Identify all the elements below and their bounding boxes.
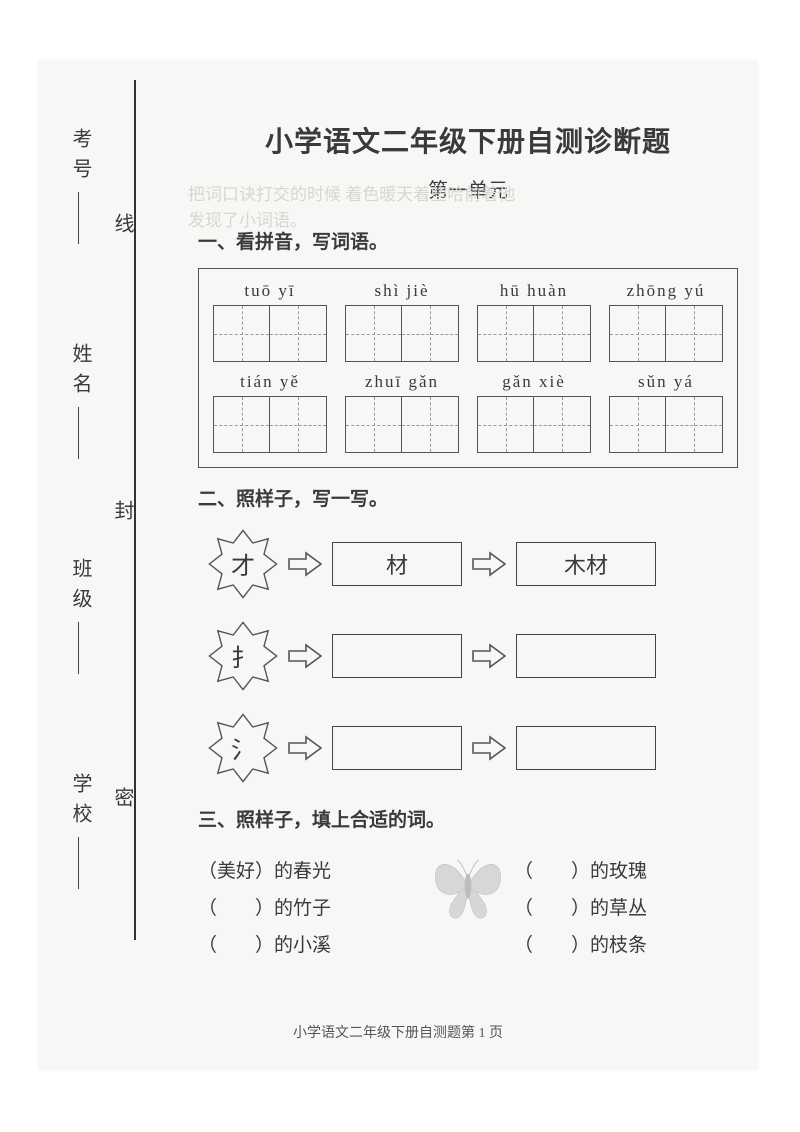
section1-box: tuō yī shì jiè hū huàn zhōng yú bbox=[198, 268, 738, 468]
section2-heading: 二、照样子，写一写。 bbox=[198, 484, 738, 511]
seed-char: 氵 bbox=[231, 730, 255, 765]
tianzige-pair bbox=[345, 396, 459, 453]
answer-box-mid: 材 bbox=[332, 542, 462, 586]
tianzige-pair bbox=[477, 396, 591, 453]
answer-box-end bbox=[516, 634, 656, 678]
pinyin-text: tián yě bbox=[213, 372, 327, 392]
tianzige-pair bbox=[213, 396, 327, 453]
section3-heading: 三、照样子，填上合适的词。 bbox=[198, 805, 738, 832]
fill-tail: 的竹子 bbox=[274, 898, 331, 919]
arrow-right-icon bbox=[288, 643, 322, 669]
arrow-right-icon bbox=[472, 735, 506, 761]
page-subtitle: 第一单元 bbox=[198, 174, 738, 203]
tianzige-pair bbox=[477, 305, 591, 362]
fill-value: 美好 bbox=[217, 861, 255, 882]
butterfly-icon bbox=[430, 852, 506, 926]
pinyin-text: hū huàn bbox=[477, 281, 591, 301]
pinyin-item: gǎn xiè bbox=[477, 372, 591, 453]
fill-tail: 的枝条 bbox=[590, 935, 647, 956]
fill-tail: 的玫瑰 bbox=[590, 861, 647, 882]
tianzige-pair bbox=[345, 305, 459, 362]
fill-line: （ ）的玫瑰 bbox=[514, 856, 738, 883]
pinyin-text: zhōng yú bbox=[609, 281, 723, 301]
section3-body: （美好）的春光 （ ）的竹子 （ ）的小溪 bbox=[198, 846, 738, 967]
seed-char: 扌 bbox=[231, 638, 255, 673]
fill-line: （美好）的春光 bbox=[198, 856, 422, 883]
fill-tail: 的春光 bbox=[274, 861, 331, 882]
section2-row: 才 材 木材 bbox=[208, 529, 738, 599]
pinyin-text: sǔn yá bbox=[609, 372, 723, 392]
pinyin-row: tuō yī shì jiè hū huàn zhōng yú bbox=[213, 281, 723, 362]
star-shape: 才 bbox=[208, 529, 278, 599]
answer-box-mid bbox=[332, 634, 462, 678]
pinyin-text: shì jiè bbox=[345, 281, 459, 301]
seed-char: 才 bbox=[231, 546, 255, 581]
tianzige-pair bbox=[609, 305, 723, 362]
pinyin-text: gǎn xiè bbox=[477, 372, 591, 392]
fill-line: （ ）的竹子 bbox=[198, 893, 422, 920]
page-title: 小学语文二年级下册自测诊断题 bbox=[198, 120, 738, 160]
section1-heading: 一、看拼音，写词语。 bbox=[198, 227, 738, 254]
star-shape: 扌 bbox=[208, 621, 278, 691]
pinyin-item: zhōng yú bbox=[609, 281, 723, 362]
answer-box-mid bbox=[332, 726, 462, 770]
pinyin-item: tián yě bbox=[213, 372, 327, 453]
fill-tail: 的小溪 bbox=[274, 935, 331, 956]
pinyin-item: sǔn yá bbox=[609, 372, 723, 453]
section3-right-col: （ ）的玫瑰 （ ）的草丛 （ ）的枝条 bbox=[514, 846, 738, 967]
star-shape: 氵 bbox=[208, 713, 278, 783]
pinyin-item: hū huàn bbox=[477, 281, 591, 362]
page-content: 把词口诀打交的时候 着色暖天着些哈前着他 发现了小词语。 小学语文二年级下册自测… bbox=[38, 60, 758, 1070]
arrow-right-icon bbox=[288, 551, 322, 577]
answer-box-end bbox=[516, 726, 656, 770]
section2-row: 氵 bbox=[208, 713, 738, 783]
fill-line: （ ）的枝条 bbox=[514, 930, 738, 957]
pinyin-item: shì jiè bbox=[345, 281, 459, 362]
fill-line: （ ）的小溪 bbox=[198, 930, 422, 957]
pinyin-text: zhuī gǎn bbox=[345, 372, 459, 392]
answer-box-end: 木材 bbox=[516, 542, 656, 586]
pinyin-text: tuō yī bbox=[213, 281, 327, 301]
section2-row: 扌 bbox=[208, 621, 738, 691]
arrow-right-icon bbox=[472, 551, 506, 577]
fill-line: （ ）的草丛 bbox=[514, 893, 738, 920]
pinyin-row: tián yě zhuī gǎn gǎn xiè sǔn yá bbox=[213, 372, 723, 453]
arrow-right-icon bbox=[472, 643, 506, 669]
section3-left-col: （美好）的春光 （ ）的竹子 （ ）的小溪 bbox=[198, 846, 422, 967]
tianzige-pair bbox=[213, 305, 327, 362]
pinyin-item: tuō yī bbox=[213, 281, 327, 362]
pinyin-item: zhuī gǎn bbox=[345, 372, 459, 453]
arrow-right-icon bbox=[288, 735, 322, 761]
page-footer: 小学语文二年级下册自测题第 1 页 bbox=[38, 1022, 758, 1042]
tianzige-pair bbox=[609, 396, 723, 453]
main-content: 小学语文二年级下册自测诊断题 第一单元 一、看拼音，写词语。 tuō yī sh… bbox=[198, 120, 738, 967]
fill-tail: 的草丛 bbox=[590, 898, 647, 919]
